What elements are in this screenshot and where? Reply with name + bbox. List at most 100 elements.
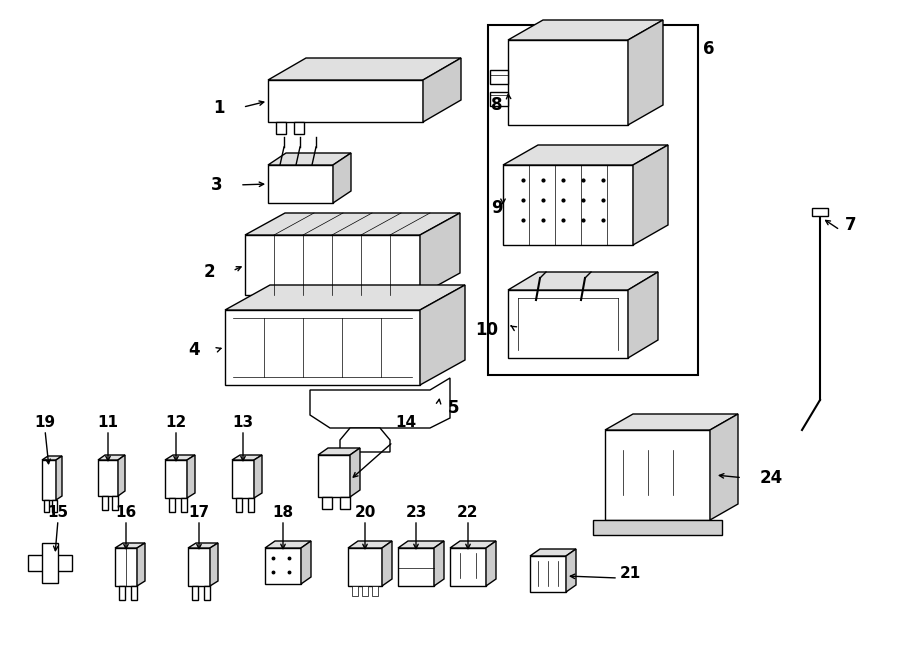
Text: 21: 21 (620, 566, 641, 582)
Bar (352, 586, 358, 596)
Bar (102, 496, 108, 510)
Text: 6: 6 (703, 40, 715, 58)
Polygon shape (508, 290, 628, 358)
Bar (52, 500, 57, 512)
Bar (44, 500, 49, 512)
Text: 10: 10 (475, 321, 498, 339)
Polygon shape (593, 520, 722, 535)
Polygon shape (503, 165, 633, 245)
Polygon shape (232, 455, 262, 460)
Bar (119, 586, 125, 600)
Polygon shape (348, 548, 382, 586)
Bar (372, 586, 378, 596)
Polygon shape (232, 460, 254, 498)
Polygon shape (508, 40, 628, 125)
Polygon shape (187, 455, 195, 498)
Polygon shape (318, 448, 360, 455)
Polygon shape (348, 541, 392, 548)
Polygon shape (265, 548, 301, 584)
Polygon shape (245, 235, 420, 295)
Bar (169, 498, 175, 512)
Polygon shape (115, 548, 137, 586)
Bar (112, 496, 118, 510)
Bar (488, 25, 698, 375)
Polygon shape (188, 543, 218, 548)
Polygon shape (508, 20, 663, 40)
Bar (192, 586, 198, 600)
Text: 1: 1 (213, 99, 225, 117)
Polygon shape (423, 58, 461, 122)
Polygon shape (530, 556, 566, 592)
Bar (42, 543, 58, 583)
Text: 3: 3 (211, 176, 222, 194)
Bar (490, 70, 508, 84)
Polygon shape (486, 541, 496, 586)
Text: 5: 5 (448, 399, 460, 417)
Text: 13: 13 (232, 415, 254, 430)
Polygon shape (188, 548, 210, 586)
Polygon shape (98, 460, 118, 496)
Bar (490, 92, 508, 106)
Polygon shape (265, 541, 311, 548)
Text: 7: 7 (845, 216, 857, 234)
Polygon shape (42, 456, 62, 460)
Polygon shape (566, 549, 576, 592)
Polygon shape (225, 310, 420, 385)
Polygon shape (245, 213, 460, 235)
Text: 20: 20 (355, 505, 375, 520)
Polygon shape (268, 165, 333, 203)
Bar (248, 498, 254, 512)
Bar (362, 586, 368, 596)
Polygon shape (268, 80, 423, 122)
Polygon shape (98, 455, 125, 460)
Bar (181, 498, 187, 512)
Polygon shape (276, 122, 286, 134)
Polygon shape (450, 541, 496, 548)
Text: 19: 19 (34, 415, 56, 430)
Polygon shape (398, 541, 444, 548)
Polygon shape (115, 543, 145, 548)
Text: 23: 23 (405, 505, 427, 520)
Bar (28, 555, 72, 571)
Polygon shape (340, 428, 390, 452)
Bar (812, 208, 828, 216)
Polygon shape (710, 414, 738, 520)
Bar (204, 586, 210, 600)
Polygon shape (301, 541, 311, 584)
Polygon shape (268, 153, 351, 165)
Polygon shape (225, 285, 465, 310)
Text: 8: 8 (491, 96, 503, 114)
Polygon shape (310, 378, 450, 428)
Polygon shape (210, 543, 218, 586)
Text: 15: 15 (48, 505, 68, 520)
Bar (131, 586, 137, 600)
Polygon shape (420, 213, 460, 295)
Text: 4: 4 (188, 341, 200, 359)
Polygon shape (503, 145, 668, 165)
Text: 18: 18 (273, 505, 293, 520)
Polygon shape (450, 548, 486, 586)
Text: 9: 9 (491, 199, 503, 217)
Text: 24: 24 (760, 469, 783, 487)
Polygon shape (350, 448, 360, 497)
Polygon shape (137, 543, 145, 586)
Text: 17: 17 (188, 505, 210, 520)
Text: 11: 11 (97, 415, 119, 430)
Polygon shape (508, 272, 658, 290)
Polygon shape (633, 145, 668, 245)
Bar (340, 497, 350, 509)
Polygon shape (605, 430, 710, 520)
Text: 12: 12 (166, 415, 186, 430)
Text: 2: 2 (203, 263, 215, 281)
Text: 16: 16 (115, 505, 137, 520)
Polygon shape (382, 541, 392, 586)
Polygon shape (254, 455, 262, 498)
Polygon shape (398, 548, 434, 586)
Polygon shape (434, 541, 444, 586)
Polygon shape (42, 460, 56, 500)
Polygon shape (294, 122, 304, 134)
Polygon shape (605, 414, 738, 430)
Bar (322, 497, 332, 509)
Polygon shape (165, 460, 187, 498)
Polygon shape (318, 455, 350, 497)
